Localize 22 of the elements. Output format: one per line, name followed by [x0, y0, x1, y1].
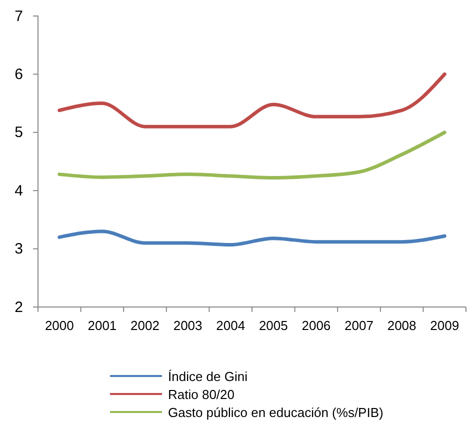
line-series — [58, 130, 446, 180]
y-tick-label: 3 — [14, 240, 23, 258]
x-tick-label: 2008 — [387, 318, 416, 334]
x-tick-label: 2006 — [302, 318, 331, 334]
legend-label: Ratio 80/20 — [168, 387, 234, 402]
x-tick-label: 2005 — [258, 318, 288, 334]
legend-label: Índice de Gini — [168, 369, 248, 384]
y-tick-label: 7 — [14, 8, 23, 25]
x-tick-label: 2001 — [88, 318, 117, 334]
legend-label: Gasto público en educación (%s/PIB) — [168, 405, 384, 420]
line-series — [58, 72, 446, 128]
x-tick-label: 2003 — [173, 318, 202, 334]
x-tick-label: 2007 — [344, 318, 374, 334]
y-tick-label: 5 — [14, 124, 23, 142]
y-tick-label: 4 — [14, 182, 23, 200]
x-tick-label: 2009 — [430, 318, 460, 334]
x-tick-label: 2002 — [130, 318, 160, 334]
line-series — [58, 230, 446, 246]
x-tick-label: 2000 — [44, 318, 74, 334]
y-tick-label: 6 — [14, 66, 23, 83]
x-tick-label: 2004 — [216, 318, 246, 334]
y-tick-label: 2 — [14, 298, 23, 316]
